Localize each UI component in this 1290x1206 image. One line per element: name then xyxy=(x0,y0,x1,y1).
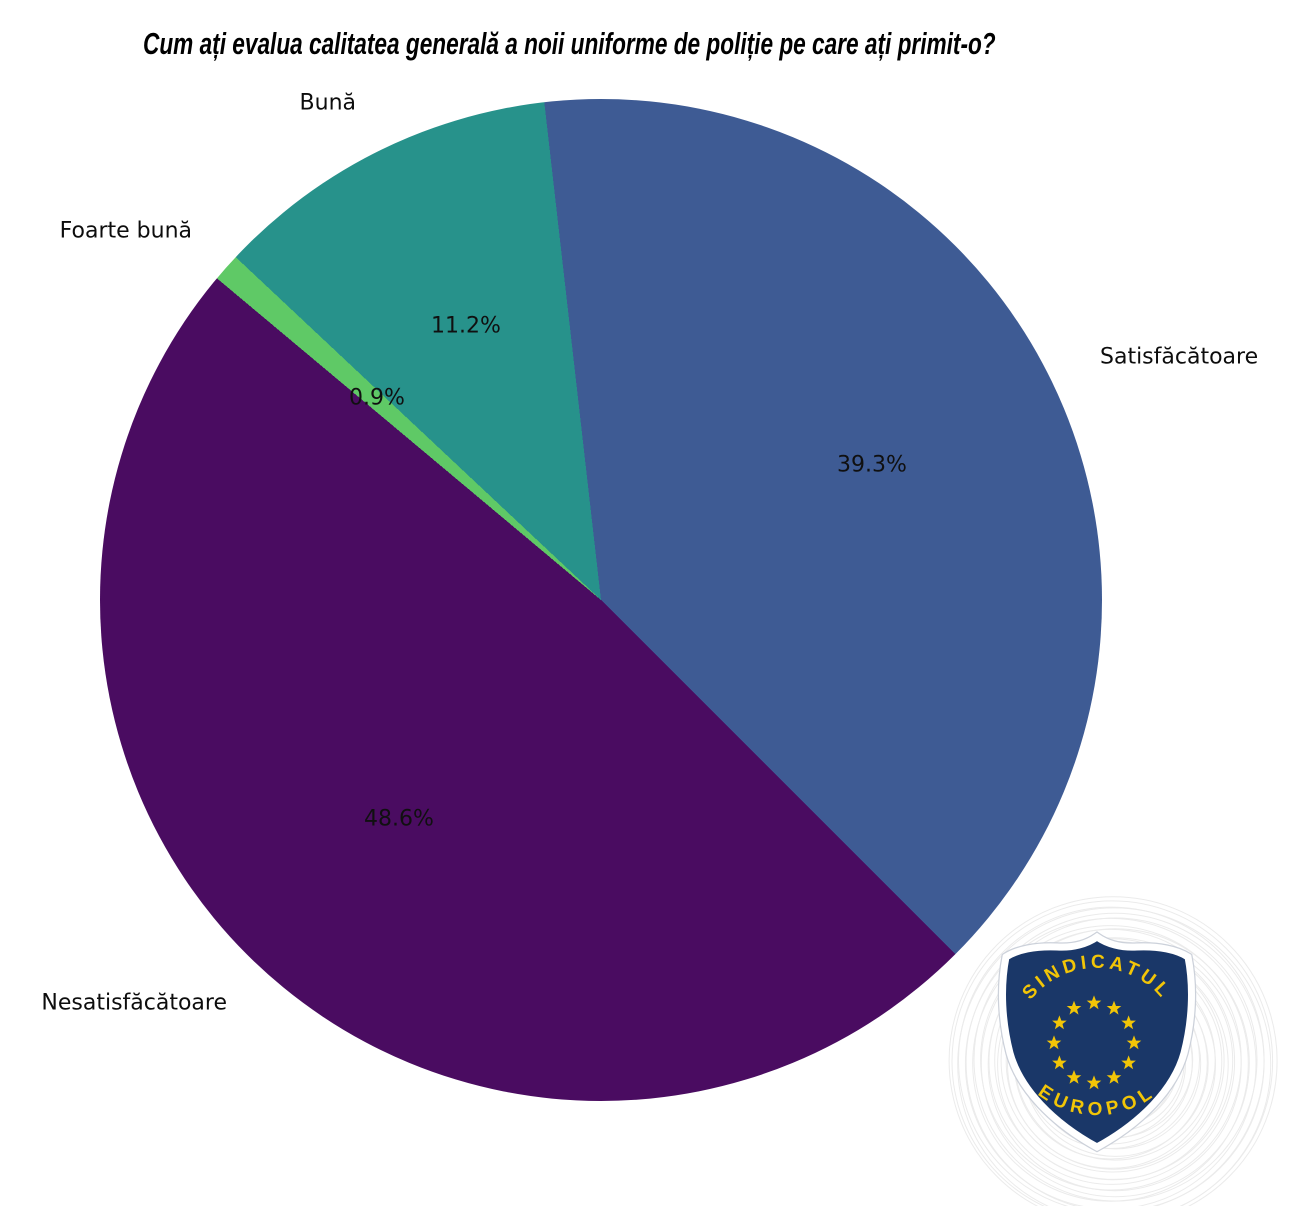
slice-label-foarte-buna: Foarte bună xyxy=(59,218,192,244)
slice-label-nesatisfacatoare: Nesatisfăcătoare xyxy=(41,990,227,1016)
slice-label-buna: Bună xyxy=(299,90,356,116)
pct-label-satisfacatoare: 39.3% xyxy=(837,452,907,478)
logo-shield xyxy=(999,932,1195,1151)
pct-label-buna: 11.2% xyxy=(431,313,501,339)
europol-logo: SINDICATUL EUROPOL xyxy=(943,892,1283,1206)
chart-title: Cum ați evalua calitatea generală a noii… xyxy=(143,26,996,61)
slice-label-satisfacatoare: Satisfăcătoare xyxy=(1100,344,1259,370)
pct-label-foarte-buna: 0.9% xyxy=(349,385,405,411)
pct-label-nesatisfacatoare: 48.6% xyxy=(364,806,434,832)
logo-star-ring xyxy=(1046,995,1142,1090)
pie-chart xyxy=(100,99,1102,1101)
